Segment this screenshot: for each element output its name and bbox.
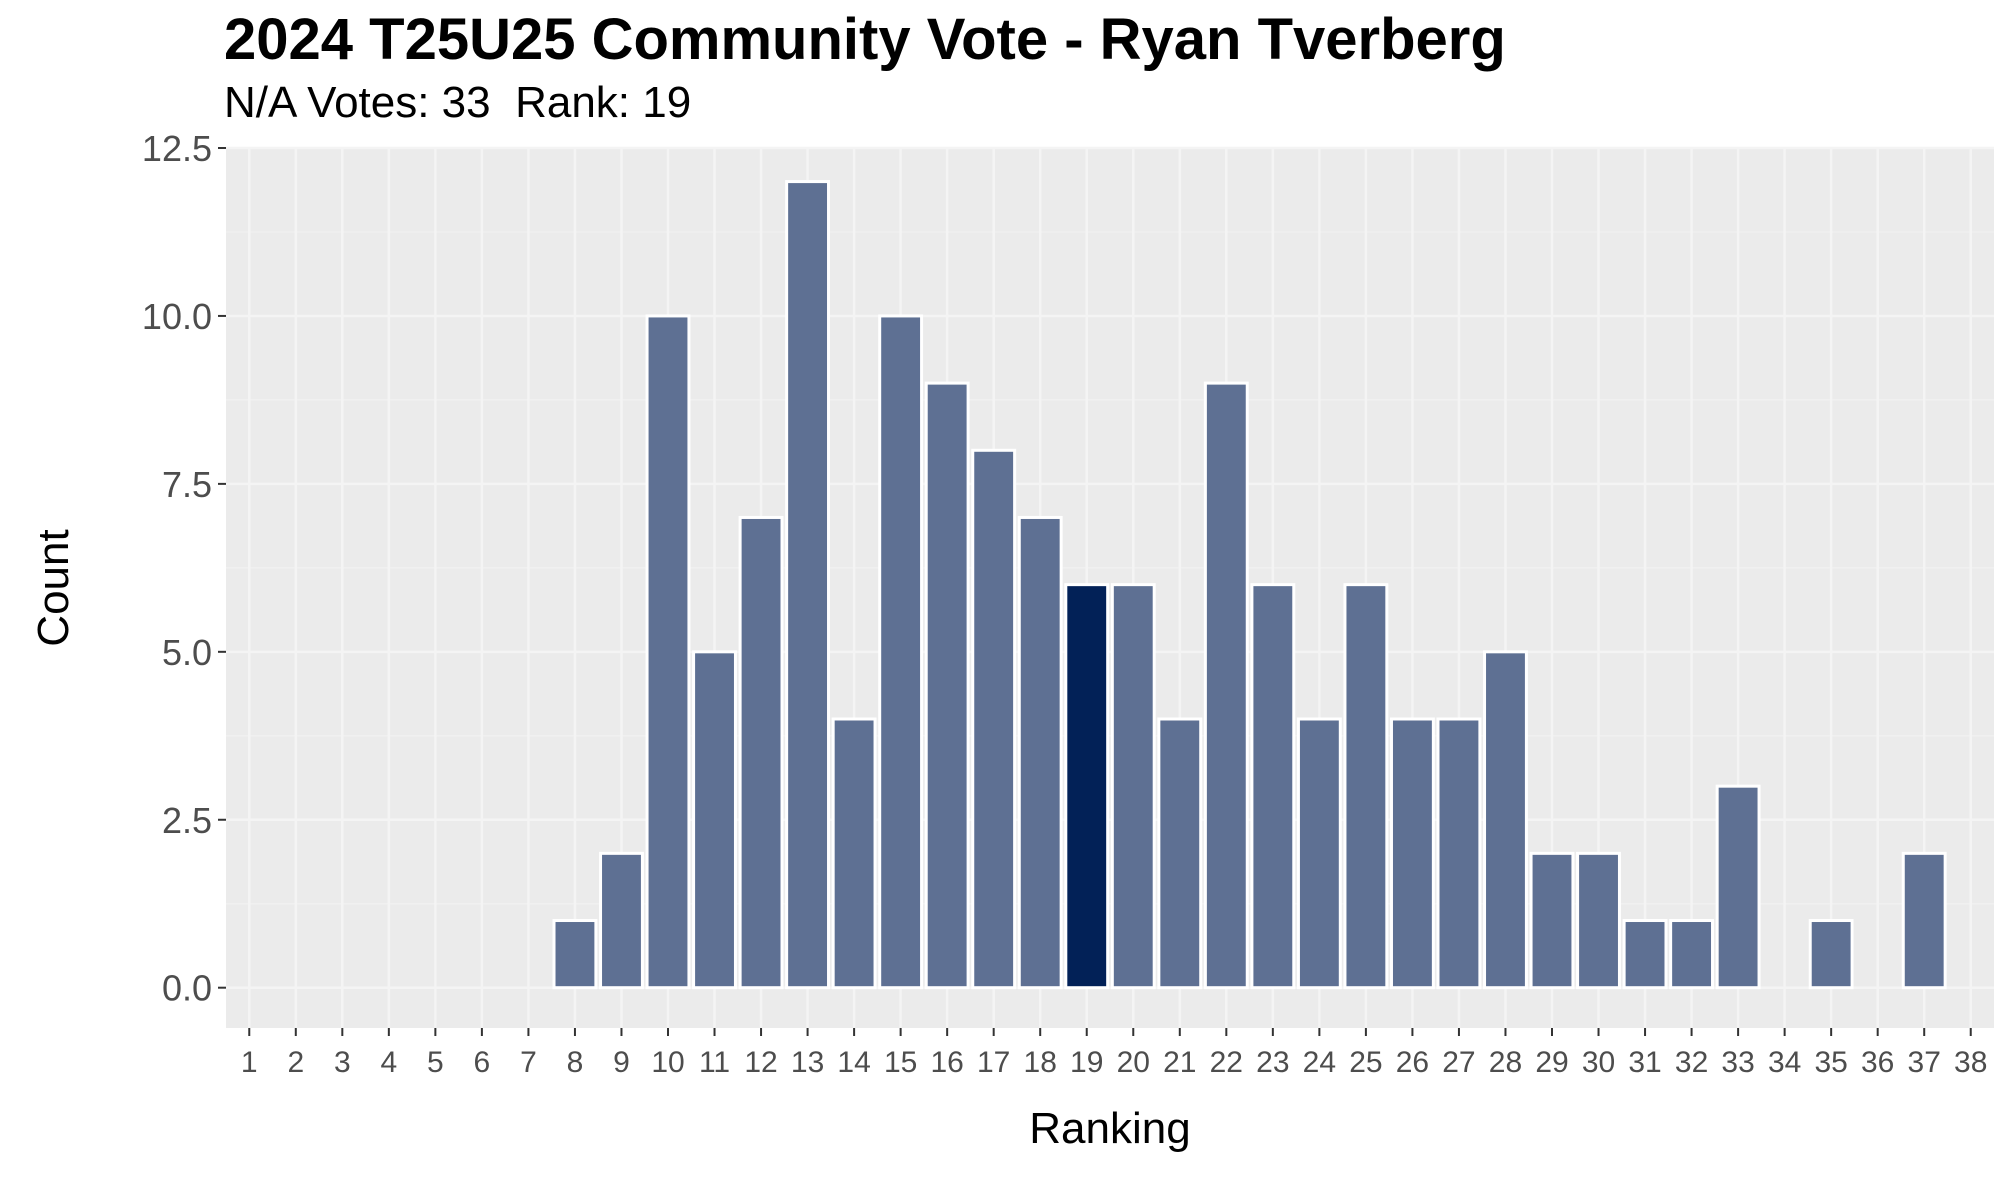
x-tick-label: 21 xyxy=(1163,1046,1196,1079)
x-tick-label: 6 xyxy=(474,1046,491,1079)
x-tick-label: 33 xyxy=(1721,1046,1754,1079)
x-tick-label: 37 xyxy=(1908,1046,1941,1079)
bar-33 xyxy=(1715,784,1761,990)
x-tick-label: 15 xyxy=(884,1046,917,1079)
x-tick-label: 17 xyxy=(977,1046,1010,1079)
bars xyxy=(552,180,1947,990)
bar-12 xyxy=(738,515,784,990)
y-axis-title: Count xyxy=(29,529,78,646)
bar-14 xyxy=(831,717,877,990)
bar-32 xyxy=(1669,919,1715,990)
bar-21 xyxy=(1157,717,1203,990)
bar-29 xyxy=(1529,851,1575,990)
bar-37 xyxy=(1901,851,1947,990)
x-tick-label: 27 xyxy=(1442,1046,1475,1079)
x-tick-label: 2 xyxy=(287,1046,304,1079)
y-tick-label: 12.5 xyxy=(142,128,212,169)
x-tick-label: 22 xyxy=(1210,1046,1243,1079)
x-tick-label: 12 xyxy=(744,1046,777,1079)
y-tick-label: 0.0 xyxy=(162,968,212,1009)
x-tick-label: 5 xyxy=(427,1046,444,1079)
x-tick-label: 4 xyxy=(380,1046,397,1079)
bar-10 xyxy=(645,314,691,990)
x-tick-label: 19 xyxy=(1070,1046,1103,1079)
bar-35 xyxy=(1808,919,1854,990)
y-tick-label: 7.5 xyxy=(162,464,212,505)
x-tick-label: 26 xyxy=(1396,1046,1429,1079)
x-tick-label: 13 xyxy=(791,1046,824,1079)
x-tick-label: 24 xyxy=(1303,1046,1336,1079)
x-tick-label: 34 xyxy=(1768,1046,1801,1079)
x-tick-label: 3 xyxy=(334,1046,351,1079)
x-tick-label: 18 xyxy=(1024,1046,1057,1079)
bar-13 xyxy=(785,180,831,990)
x-axis-title: Ranking xyxy=(1029,1104,1190,1153)
bar-25 xyxy=(1343,583,1389,990)
bar-11 xyxy=(692,650,737,990)
x-tick-label: 20 xyxy=(1117,1046,1150,1079)
bar-19 xyxy=(1064,583,1110,990)
bar-27 xyxy=(1436,717,1482,990)
y-tick-label: 2.5 xyxy=(162,800,212,841)
x-tick-label: 30 xyxy=(1582,1046,1615,1079)
x-tick-label: 1 xyxy=(241,1046,258,1079)
x-tick-label: 25 xyxy=(1349,1046,1382,1079)
x-axis: 1 2 3 4 5 6 7 8 9 10 11 12 13 14 15 16 17 18 19 20 21 22 23 24 2… xyxy=(241,1028,1987,1079)
x-tick-label: 31 xyxy=(1628,1046,1661,1079)
bar-16 xyxy=(924,381,970,990)
x-tick-label: 28 xyxy=(1489,1046,1522,1079)
y-tick-label: 5.0 xyxy=(162,632,212,673)
x-tick-label: 9 xyxy=(613,1046,630,1079)
x-tick-label: 38 xyxy=(1954,1046,1987,1079)
x-tick-label: 23 xyxy=(1256,1046,1289,1079)
x-tick-label: 32 xyxy=(1675,1046,1708,1079)
bar-9 xyxy=(599,851,644,990)
bar-31 xyxy=(1622,919,1668,990)
bar-30 xyxy=(1576,851,1621,990)
chart-subtitle: N/A Votes: 33 Rank: 19 xyxy=(224,78,692,127)
x-tick-label: 14 xyxy=(837,1046,870,1079)
bar-20 xyxy=(1110,583,1156,990)
bar-17 xyxy=(971,448,1017,990)
y-axis: 0.0 2.5 5.0 7.5 10.0 12.5 xyxy=(142,128,226,1009)
x-tick-label: 36 xyxy=(1861,1046,1894,1079)
y-tick-label: 10.0 xyxy=(142,296,212,337)
x-tick-label: 11 xyxy=(699,1046,730,1079)
bar-28 xyxy=(1483,650,1528,990)
x-tick-label: 16 xyxy=(930,1046,963,1079)
bar-22 xyxy=(1203,381,1249,990)
x-tick-label: 7 xyxy=(520,1046,537,1079)
chart-title: 2024 T25U25 Community Vote - Ryan Tverbe… xyxy=(224,7,1506,72)
bar-23 xyxy=(1250,583,1296,990)
x-tick-label: 35 xyxy=(1814,1046,1847,1079)
x-tick-label: 10 xyxy=(651,1046,684,1079)
x-tick-label: 8 xyxy=(567,1046,584,1079)
bar-18 xyxy=(1017,515,1063,990)
bar-26 xyxy=(1389,717,1435,990)
bar-24 xyxy=(1296,717,1342,990)
bar-8 xyxy=(552,919,598,990)
plot-panel xyxy=(226,148,1994,1028)
bar-15 xyxy=(878,314,924,990)
x-tick-label: 29 xyxy=(1535,1046,1568,1079)
